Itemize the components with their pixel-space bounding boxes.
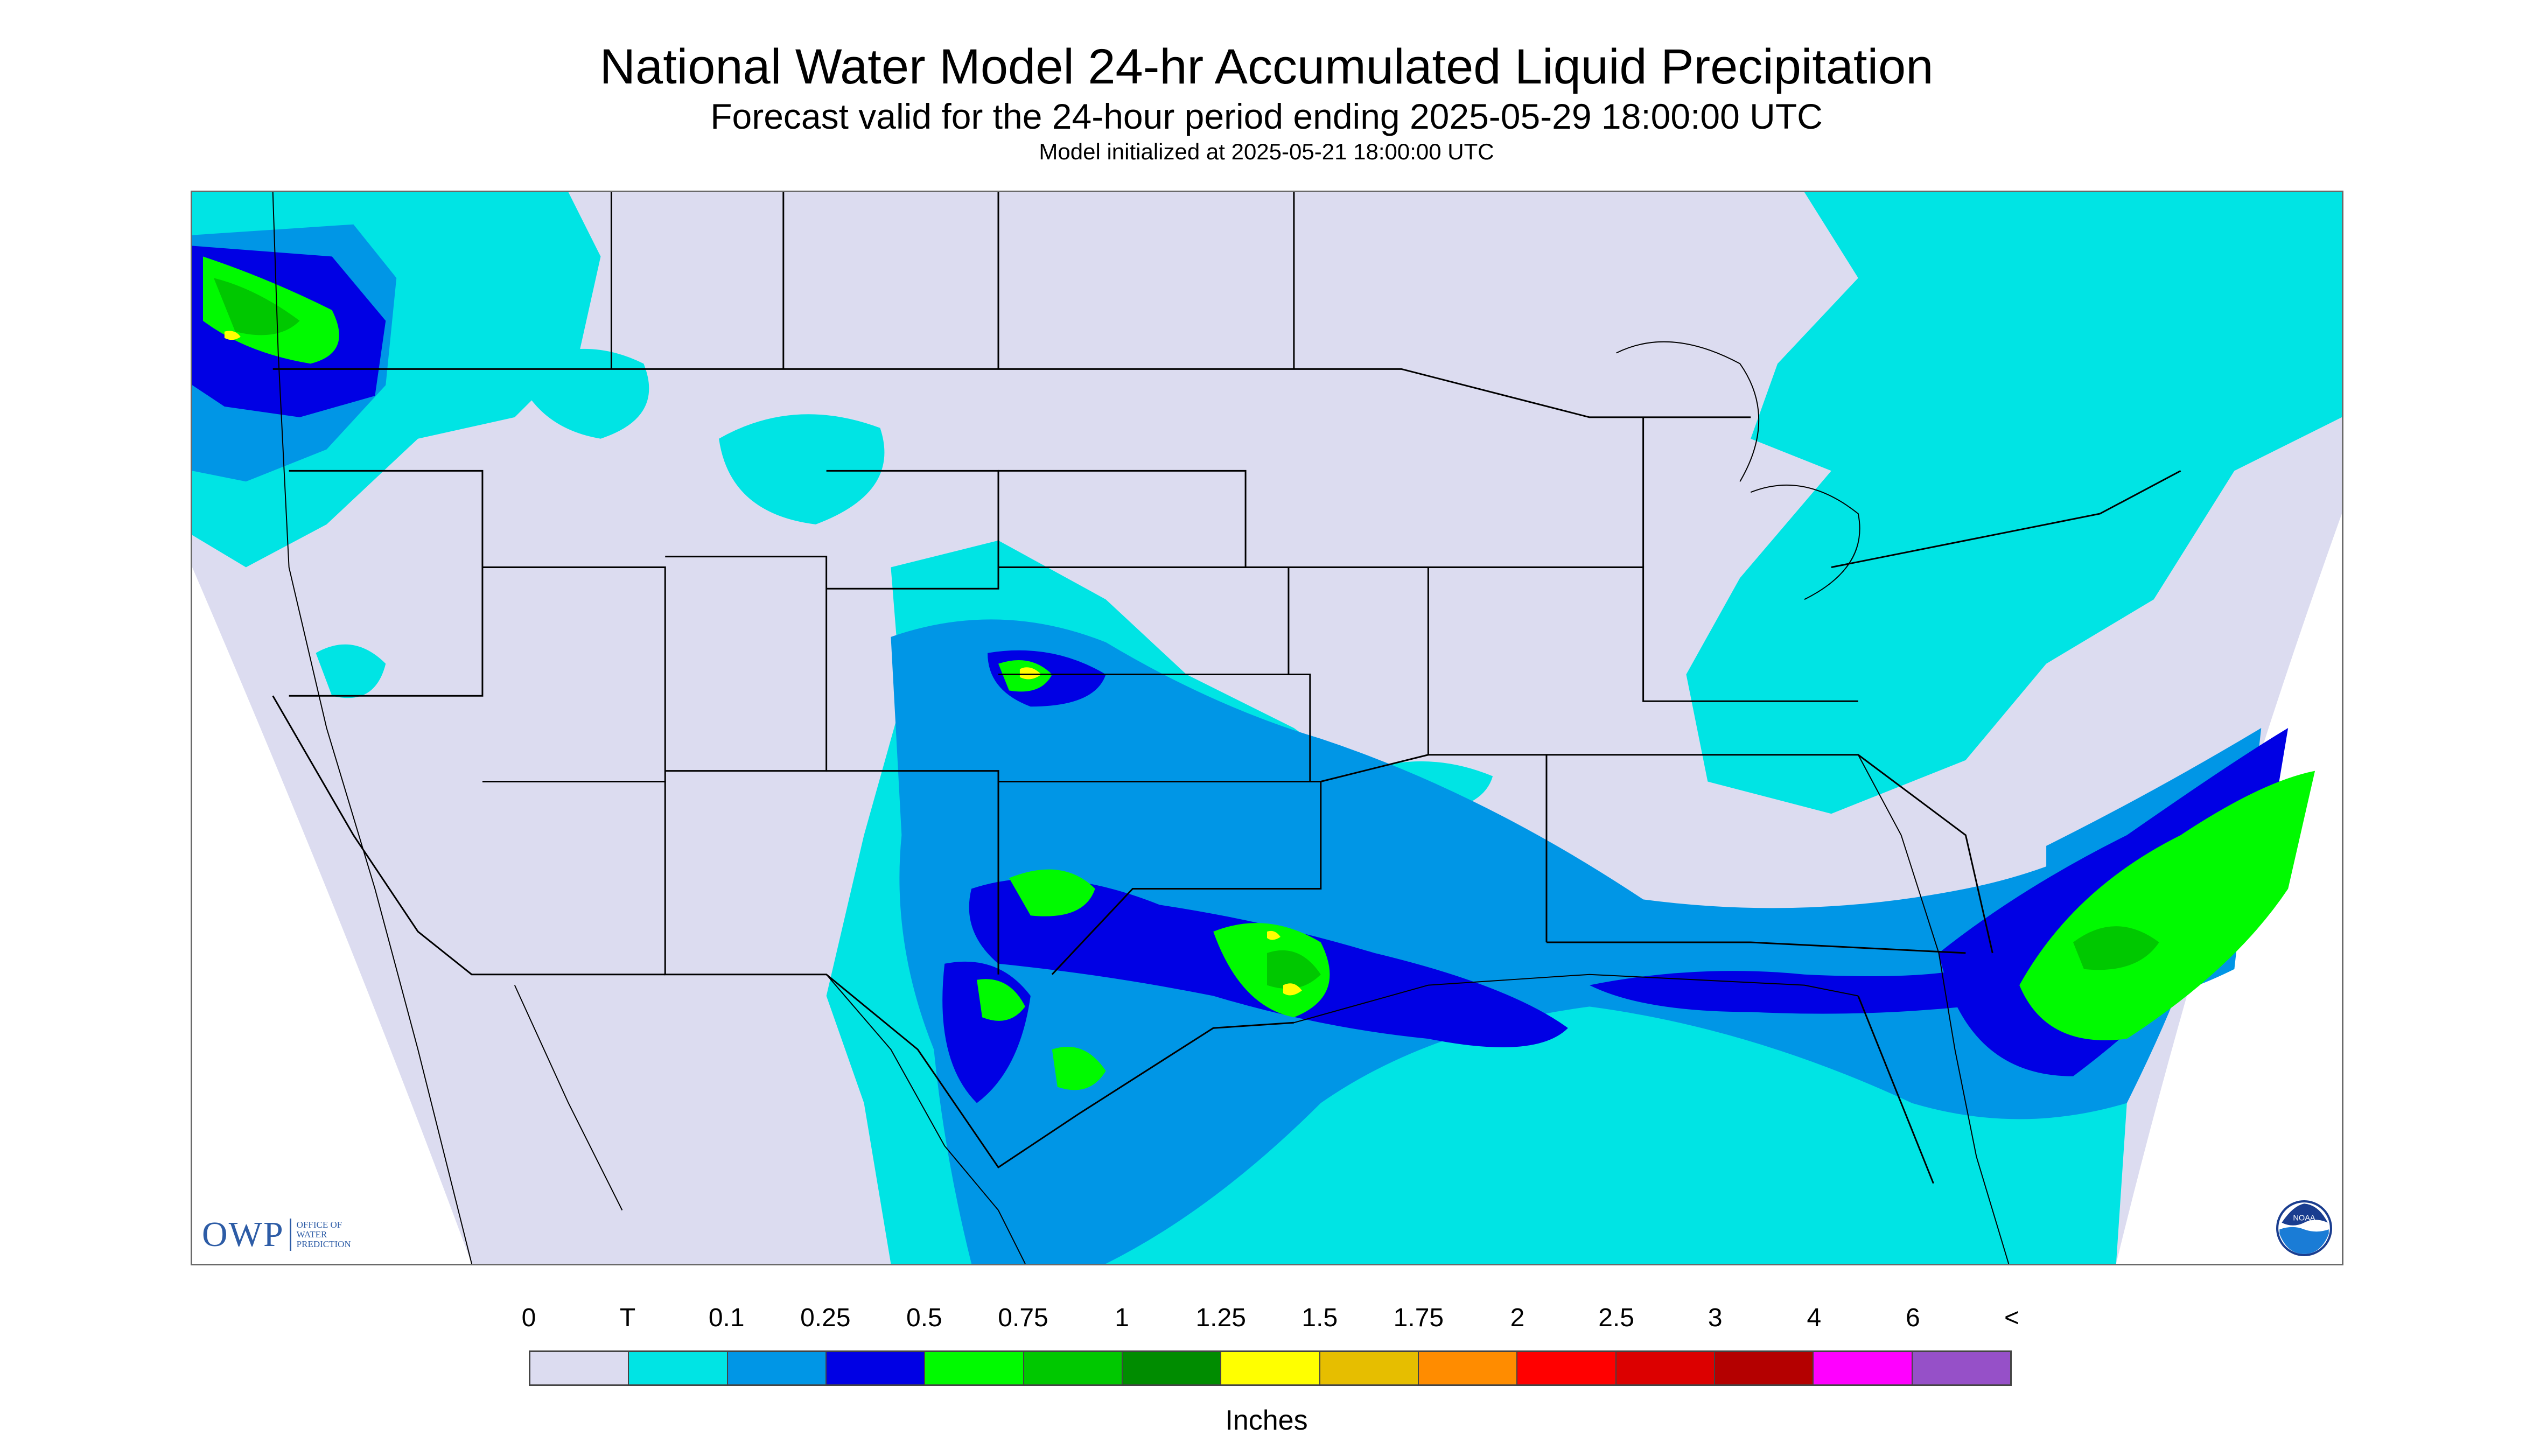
- colorbar-swatch-5: [1024, 1352, 1123, 1384]
- model-init-time: Model initialized at 2025-05-21 18:00:00…: [1039, 139, 1494, 164]
- noaa-logo-text: NOAA: [2293, 1214, 2315, 1222]
- colorbar-tick-label: 0.25: [800, 1304, 851, 1332]
- state-borders: [272, 192, 2181, 1184]
- colorbar-swatch-12: [1715, 1352, 1814, 1384]
- colorbar-swatch-13: [1814, 1352, 1913, 1384]
- owp-logo-letters: OWP: [202, 1215, 284, 1254]
- colorbar-swatch-2: [727, 1352, 827, 1384]
- coastline: [272, 192, 2010, 1264]
- owp-logo-text: Office of Water Prediction: [297, 1220, 372, 1249]
- colorbar-swatch-0: [530, 1352, 629, 1384]
- colorbar-swatch-4: [925, 1352, 1024, 1384]
- colorbar-swatch-7: [1221, 1352, 1320, 1384]
- precipitation-map: OWP Office of Water Prediction NOAA: [191, 191, 2343, 1265]
- colorbar-tick-label: 1.75: [1393, 1304, 1444, 1332]
- mexico-border: [514, 974, 1026, 1264]
- colorbar-tick-label: 1: [1115, 1304, 1129, 1332]
- colorbar-swatch-8: [1320, 1352, 1419, 1384]
- outside-domain-left: [192, 567, 472, 1264]
- map-title: National Water Model 24-hr Accumulated L…: [599, 39, 1934, 94]
- colorbar-swatch-1: [629, 1352, 728, 1384]
- colorbar-swatch-11: [1616, 1352, 1715, 1384]
- precip-band-very-heavy: [213, 278, 2159, 989]
- colorbar-tick-label: T: [619, 1304, 636, 1332]
- colorbar-units-label: Inches: [1225, 1405, 1308, 1436]
- colorbar-swatch-3: [826, 1352, 926, 1384]
- colorbar-swatch-10: [1517, 1352, 1617, 1384]
- colorbar-tick-label: 2.5: [1598, 1304, 1634, 1332]
- owp-logo-divider: [289, 1219, 291, 1251]
- colorbar-tick-label: 3: [1708, 1304, 1723, 1332]
- colorbar-swatch-6: [1122, 1352, 1222, 1384]
- colorbar-tick-labels: 0 T 0.1 0.25 0.5 0.75 1 1.25 1.5 1.75 2 2.5 3 4 6 <: [0, 1303, 2533, 1335]
- precipitation-colorbar: [529, 1350, 2012, 1386]
- colorbar-tick-label: 4: [1807, 1304, 1822, 1332]
- colorbar-tick-label: 0.1: [708, 1304, 745, 1332]
- owp-logo-line-3: Prediction: [296, 1239, 351, 1249]
- colorbar-swatch-9: [1418, 1352, 1518, 1384]
- owp-logo-line-1: Office of: [296, 1220, 342, 1230]
- colorbar-tick-label: 1.5: [1302, 1304, 1338, 1332]
- colorbar-swatch-14: [1912, 1352, 2010, 1384]
- noaa-logo-icon: NOAA: [2276, 1200, 2332, 1256]
- colorbar-tick-label: 0: [521, 1304, 536, 1332]
- precipitation-map-canvas: [192, 192, 2342, 1264]
- colorbar-tick-label: 0.75: [998, 1304, 1048, 1332]
- colorbar-tick-label: 2: [1510, 1304, 1525, 1332]
- colorbar-tick-label: 6: [1906, 1304, 1920, 1332]
- colorbar-tick-label: <: [2004, 1304, 2020, 1332]
- colorbar-tick-label: 0.5: [906, 1304, 942, 1332]
- colorbar-tick-label: 1.25: [1195, 1304, 1246, 1332]
- owp-logo: OWP Office of Water Prediction: [202, 1213, 372, 1256]
- owp-logo-line-2: Water: [296, 1229, 327, 1240]
- forecast-period-subtitle: Forecast valid for the 24-hour period en…: [710, 96, 1823, 136]
- precip-band-extreme: [224, 331, 1302, 996]
